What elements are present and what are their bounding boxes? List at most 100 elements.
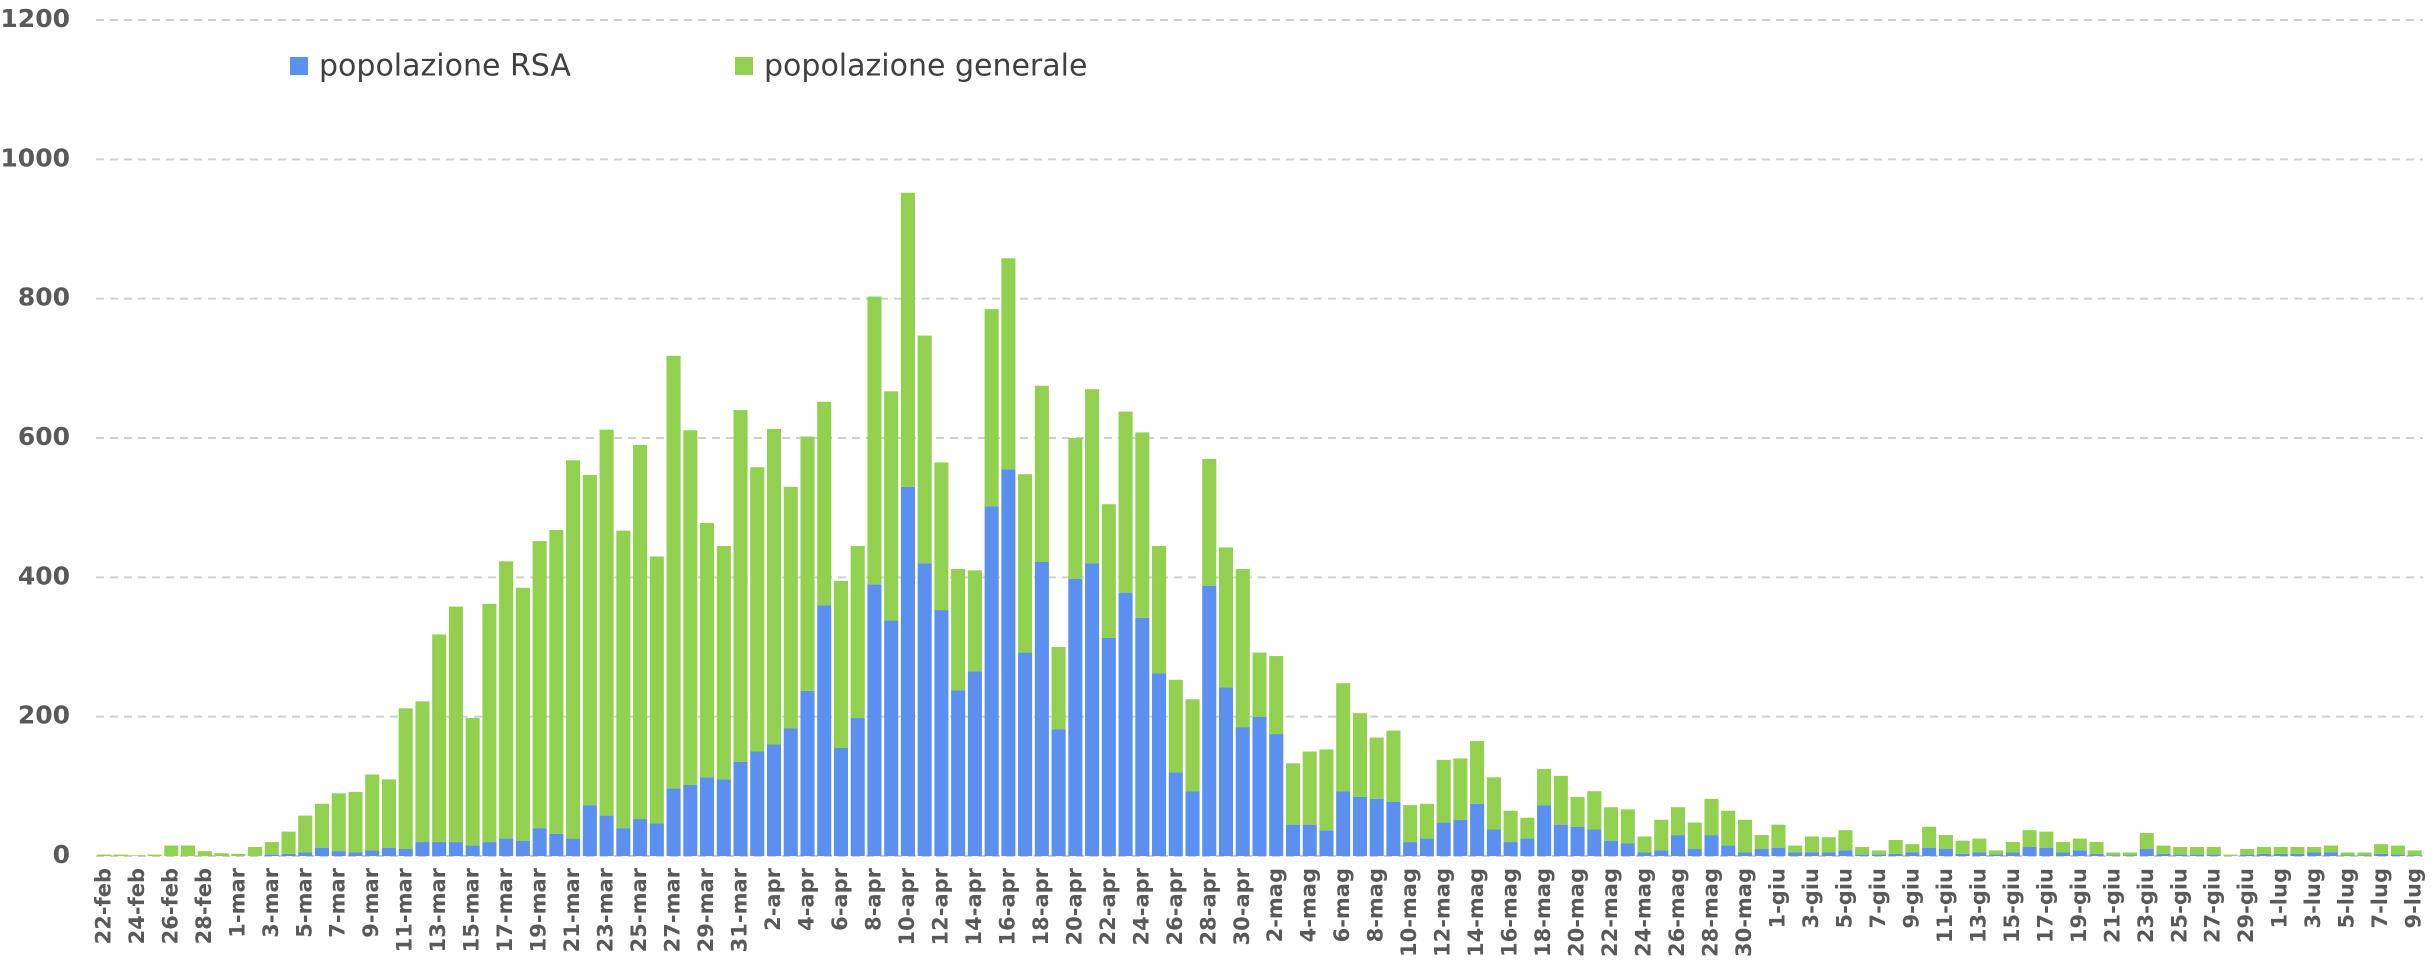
bar <box>1068 578 1083 856</box>
bar <box>1855 854 1870 856</box>
bar <box>1403 842 1418 856</box>
y-tick-label: 1200 <box>0 4 70 33</box>
x-tick-label: 9-giu <box>1899 868 1923 929</box>
bar <box>264 842 279 855</box>
bar <box>1670 835 1686 856</box>
x-tick-label: 14-mag <box>1464 868 1488 957</box>
bar <box>114 854 129 856</box>
bar <box>582 474 597 806</box>
x-tick-label: 24-mag <box>1632 868 1656 957</box>
bar <box>683 430 698 785</box>
bar <box>381 779 396 848</box>
bar <box>1654 850 1669 856</box>
bar <box>1436 759 1451 823</box>
bar <box>917 335 932 564</box>
x-tick-label: 18-mag <box>1531 868 1555 957</box>
bar <box>465 845 480 856</box>
bar <box>934 462 949 611</box>
bar <box>2106 852 2121 856</box>
bar <box>984 506 999 856</box>
bar <box>1637 852 1652 856</box>
bar <box>2374 844 2389 854</box>
bar <box>1905 844 1920 853</box>
bar <box>1955 853 1970 856</box>
bar <box>1804 836 1819 853</box>
bar <box>582 805 597 856</box>
bar <box>348 852 363 856</box>
bar <box>900 486 915 856</box>
bar <box>1085 563 1100 856</box>
bar <box>633 444 648 820</box>
bar <box>1620 843 1635 856</box>
bar <box>566 460 581 839</box>
bar <box>2273 853 2288 856</box>
bar <box>750 751 765 856</box>
bar <box>1871 850 1886 855</box>
bar <box>900 192 915 487</box>
bar <box>2056 842 2071 853</box>
bar <box>2123 852 2138 856</box>
x-tick-label: 28-apr <box>1196 867 1220 945</box>
x-tick-label: 26-feb <box>158 868 182 944</box>
bar <box>1537 768 1552 806</box>
x-tick-label: 22-feb <box>91 868 115 944</box>
bar <box>1369 737 1384 799</box>
bar <box>1018 652 1033 856</box>
bar <box>1553 775 1568 825</box>
x-tick-label: 2-apr <box>761 867 785 931</box>
x-tick-label: 26-apr <box>1163 867 1187 945</box>
bar <box>515 840 530 856</box>
x-tick-label: 4-mag <box>1297 868 1321 942</box>
x-tick-label: 5-lug <box>2335 868 2359 929</box>
bar <box>884 391 899 621</box>
bar <box>2323 852 2338 856</box>
x-tick-label: 14-apr <box>962 867 986 945</box>
x-tick-label: 13-mar <box>426 867 450 952</box>
bar <box>281 853 296 856</box>
x-tick-label: 2-mag <box>1263 868 1287 942</box>
bar <box>2256 853 2271 856</box>
bar <box>2106 855 2121 856</box>
bar <box>1252 652 1267 717</box>
bar <box>482 842 497 856</box>
bar <box>1821 837 1836 853</box>
bar <box>2407 855 2422 856</box>
x-tick-label: 23-mar <box>594 867 618 952</box>
x-tick-label: 30-mag <box>1732 868 1756 957</box>
bar <box>1955 840 1970 854</box>
x-tick-label: 31-mar <box>728 867 752 952</box>
bar <box>448 606 463 843</box>
bar <box>867 296 882 585</box>
bar <box>800 436 815 691</box>
x-tick-label: 20-mag <box>1565 868 1589 957</box>
bar <box>432 842 447 856</box>
bar <box>2005 842 2020 853</box>
bar <box>2340 852 2355 856</box>
bar <box>298 815 313 853</box>
bar <box>951 568 966 691</box>
bar <box>1704 835 1719 856</box>
bar <box>1486 777 1501 830</box>
x-tick-label: 22-apr <box>1096 867 1120 945</box>
bar <box>348 791 363 853</box>
bar <box>1637 836 1652 853</box>
bar <box>566 838 581 856</box>
bar <box>2189 854 2205 856</box>
bar <box>2340 855 2355 856</box>
bar <box>2039 831 2054 848</box>
bar <box>1302 824 1317 856</box>
bar <box>1604 840 1619 856</box>
bar <box>633 819 648 856</box>
bar <box>331 793 346 852</box>
bar <box>733 761 748 856</box>
bar <box>1570 796 1585 827</box>
x-tick-label: 5-giu <box>1832 868 1856 929</box>
bar <box>2022 830 2037 847</box>
x-tick-label: 8-apr <box>861 867 885 931</box>
bar <box>365 850 380 856</box>
bar <box>1871 854 1886 856</box>
bar <box>1788 845 1803 853</box>
bar <box>231 853 246 856</box>
bar <box>314 847 330 856</box>
bar <box>1821 852 1836 856</box>
